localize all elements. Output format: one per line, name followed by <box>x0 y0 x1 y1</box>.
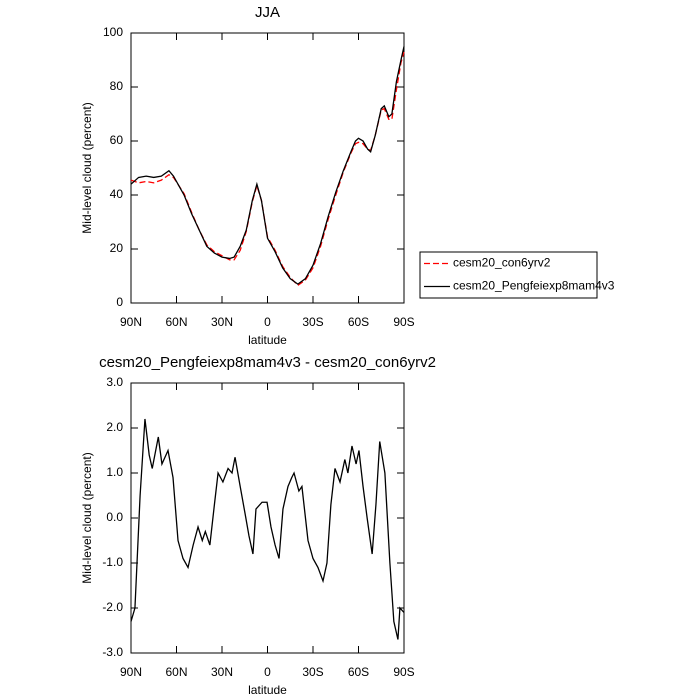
y-tick-label: 60 <box>110 133 124 147</box>
legend-label: cesm20_Pengfeiexp8mam4v3 <box>453 279 615 293</box>
x-tick-label: 60N <box>165 315 187 329</box>
chart-title: JJA <box>255 4 280 21</box>
x-tick-label: 30N <box>211 315 233 329</box>
y-axis-label: Mid-level cloud (percent) <box>80 452 94 583</box>
x-tick-label: 60S <box>348 665 369 679</box>
x-tick-label: 30S <box>302 665 323 679</box>
y-tick-label: 20 <box>110 241 124 255</box>
x-tick-label: 0 <box>264 315 271 329</box>
x-tick-label: 90S <box>393 315 414 329</box>
y-tick-label: -3.0 <box>102 645 123 659</box>
y-tick-label: 80 <box>110 79 124 93</box>
y-tick-label: -2.0 <box>102 600 123 614</box>
y-axis-label: Mid-level cloud (percent) <box>80 102 94 233</box>
y-tick-label: 0.0 <box>106 510 123 524</box>
x-tick-label: 60S <box>348 315 369 329</box>
y-tick-label: 3.0 <box>106 375 123 389</box>
x-axis-label: latitude <box>248 683 287 697</box>
x-tick-label: 30S <box>302 315 323 329</box>
x-tick-label: 90N <box>120 665 142 679</box>
y-tick-label: -1.0 <box>102 555 123 569</box>
plot-frame <box>130 382 405 654</box>
x-tick-label: 30N <box>211 665 233 679</box>
x-tick-label: 90S <box>393 665 414 679</box>
data-line <box>130 51 405 287</box>
data-line <box>130 46 405 285</box>
chart-title: cesm20_Pengfeiexp8mam4v3 - cesm20_con6yr… <box>99 354 436 371</box>
y-tick-label: 0 <box>116 295 123 309</box>
x-axis-label: latitude <box>248 333 287 347</box>
x-tick-label: 0 <box>264 665 271 679</box>
legend-label: cesm20_con6yrv2 <box>453 256 551 270</box>
y-tick-label: 100 <box>103 25 123 39</box>
x-tick-label: 90N <box>120 315 142 329</box>
legend-box <box>419 251 598 299</box>
y-tick-label: 2.0 <box>106 420 123 434</box>
data-line <box>130 418 405 640</box>
x-tick-label: 60N <box>165 665 187 679</box>
y-tick-label: 40 <box>110 187 124 201</box>
plot-frame <box>130 32 405 304</box>
y-tick-label: 1.0 <box>106 465 123 479</box>
